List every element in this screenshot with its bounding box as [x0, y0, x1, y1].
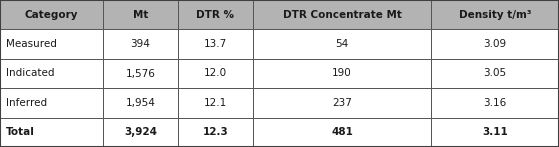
Text: Indicated: Indicated	[6, 69, 54, 78]
Bar	[0, 118, 103, 147]
Bar	[103, 88, 178, 118]
Bar	[253, 29, 431, 59]
Bar	[431, 88, 559, 118]
Bar	[103, 0, 178, 29]
Bar	[431, 0, 559, 29]
Text: 481: 481	[331, 127, 353, 137]
Text: 3.16: 3.16	[484, 98, 506, 108]
Bar	[0, 59, 103, 88]
Bar	[103, 118, 178, 147]
Bar	[0, 0, 103, 29]
Text: 54: 54	[335, 39, 349, 49]
Text: 12.1: 12.1	[204, 98, 227, 108]
Bar	[178, 29, 253, 59]
Text: 12.3: 12.3	[202, 127, 229, 137]
Bar	[178, 118, 253, 147]
Bar	[0, 29, 103, 59]
Bar	[253, 118, 431, 147]
Text: 1,576: 1,576	[126, 69, 155, 78]
Text: Density t/m³: Density t/m³	[459, 10, 531, 20]
Bar	[178, 88, 253, 118]
Text: 190: 190	[332, 69, 352, 78]
Text: Mt: Mt	[133, 10, 148, 20]
Bar	[431, 118, 559, 147]
Bar	[178, 0, 253, 29]
Bar	[178, 59, 253, 88]
Bar	[103, 59, 178, 88]
Bar	[103, 29, 178, 59]
Text: 3.05: 3.05	[484, 69, 506, 78]
Bar	[253, 59, 431, 88]
Text: 237: 237	[332, 98, 352, 108]
Text: Measured: Measured	[6, 39, 57, 49]
Text: 3,924: 3,924	[124, 127, 157, 137]
Bar	[253, 0, 431, 29]
Text: 12.0: 12.0	[204, 69, 227, 78]
Text: Category: Category	[25, 10, 78, 20]
Bar	[431, 29, 559, 59]
Text: 3.11: 3.11	[482, 127, 508, 137]
Text: Inferred: Inferred	[6, 98, 47, 108]
Bar	[253, 88, 431, 118]
Text: Total: Total	[6, 127, 35, 137]
Text: 394: 394	[131, 39, 150, 49]
Text: DTR %: DTR %	[197, 10, 234, 20]
Bar	[0, 88, 103, 118]
Text: DTR Concentrate Mt: DTR Concentrate Mt	[282, 10, 401, 20]
Bar	[431, 59, 559, 88]
Text: 13.7: 13.7	[204, 39, 227, 49]
Text: 3.09: 3.09	[484, 39, 506, 49]
Text: 1,954: 1,954	[126, 98, 155, 108]
